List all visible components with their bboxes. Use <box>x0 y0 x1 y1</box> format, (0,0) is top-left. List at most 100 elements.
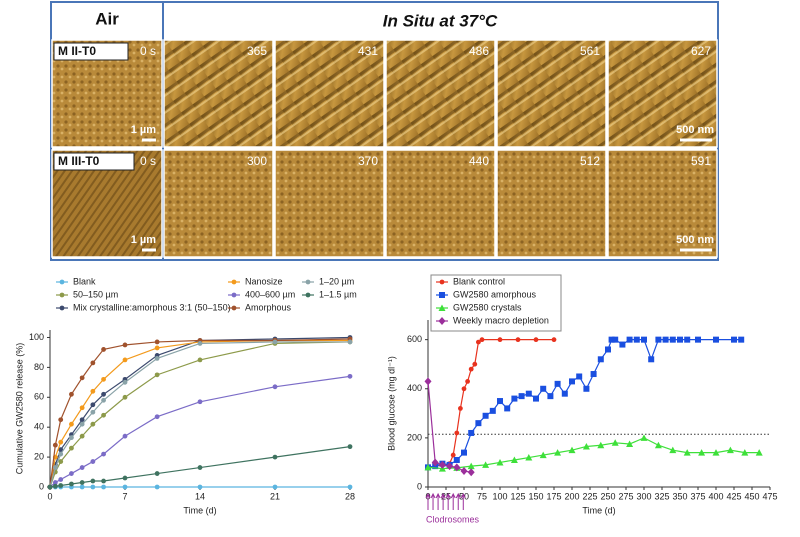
legend-label: 1–1.5 µm <box>319 289 357 299</box>
marker <box>510 456 518 463</box>
marker <box>154 471 160 476</box>
legend-label: 50–150 µm <box>73 289 118 299</box>
marker <box>154 345 160 351</box>
marker <box>525 390 532 397</box>
marker <box>482 461 490 468</box>
marker <box>47 484 53 490</box>
marker <box>272 484 278 490</box>
legend-label: Mix crystalline:amorphous 3:1 (50–150) <box>73 302 231 312</box>
marker <box>726 446 734 454</box>
marker <box>489 407 496 414</box>
marker <box>547 393 554 400</box>
marker <box>684 336 691 343</box>
marker <box>79 480 85 485</box>
marker <box>755 449 763 456</box>
y-tick-label: 80 <box>34 362 44 372</box>
marker <box>58 439 64 445</box>
marker <box>90 478 96 484</box>
marker <box>476 339 481 345</box>
scale-label: 1 µm <box>131 124 157 136</box>
marker <box>741 449 749 456</box>
marker <box>669 336 676 343</box>
marker <box>712 449 720 456</box>
x-tick-label: 325 <box>654 491 669 501</box>
marker <box>683 449 691 456</box>
legend-label: GW2580 crystals <box>453 302 522 312</box>
x-tick-label: 100 <box>492 491 507 501</box>
x-tick-label: 75 <box>477 491 487 501</box>
afm-image <box>163 149 274 258</box>
sample-label-box <box>53 42 129 61</box>
marker <box>641 336 647 343</box>
time-label: 300 <box>247 154 267 168</box>
marker <box>698 449 706 456</box>
legend-label: Nanosize <box>245 276 283 286</box>
marker <box>511 395 518 402</box>
marker <box>467 462 475 470</box>
marker <box>648 356 655 363</box>
afm-image <box>385 39 496 148</box>
marker <box>554 380 561 387</box>
marker <box>655 336 662 343</box>
afm-image <box>385 149 496 258</box>
time-label: 627 <box>691 44 711 58</box>
marker <box>52 442 58 448</box>
time-label: 365 <box>247 44 267 58</box>
time-label: 370 <box>358 154 378 168</box>
marker <box>467 468 475 477</box>
marker <box>122 342 128 348</box>
x-tick-label: 350 <box>672 491 687 501</box>
marker <box>554 449 562 456</box>
afm-image <box>607 39 718 148</box>
marker <box>597 356 604 363</box>
time-label: 591 <box>691 154 711 168</box>
marker <box>231 292 237 298</box>
marker <box>347 339 353 345</box>
legend-label: Weekly macro depletion <box>453 315 549 325</box>
legend-label: Blank <box>73 276 96 286</box>
marker <box>533 395 539 402</box>
marker <box>731 336 737 343</box>
scale-label: 500 nm <box>676 124 714 136</box>
x-tick-label: 475 <box>762 491 777 501</box>
marker <box>472 361 478 367</box>
marker <box>518 393 525 400</box>
marker <box>90 360 96 366</box>
marker <box>439 279 445 285</box>
afm-image <box>274 39 385 148</box>
series-line <box>49 375 351 488</box>
marker <box>79 433 85 439</box>
marker <box>515 337 521 343</box>
marker <box>69 435 74 441</box>
marker <box>90 409 96 415</box>
marker <box>58 451 64 457</box>
marker <box>453 463 461 472</box>
marker <box>461 386 467 392</box>
sample-label-box <box>53 152 135 171</box>
y-tick-label: 100 <box>29 332 44 342</box>
marker <box>58 459 64 464</box>
y-tick-label: 20 <box>34 451 44 461</box>
marker <box>475 420 482 427</box>
marker <box>154 372 160 378</box>
marker <box>438 460 446 469</box>
marker <box>197 341 203 346</box>
marker <box>626 336 633 343</box>
series-line <box>427 339 554 468</box>
x-tick-label: 175 <box>546 491 561 501</box>
marker <box>461 449 467 456</box>
marker <box>305 292 311 298</box>
x-tick-label: 150 <box>528 491 543 501</box>
marker <box>424 463 432 471</box>
marker <box>79 375 85 381</box>
y-tick-label: 600 <box>407 334 422 344</box>
series-line <box>427 381 472 473</box>
legend-label: 1–20 µm <box>319 276 354 286</box>
marker <box>460 467 468 476</box>
x-tick-label: 14 <box>195 491 205 501</box>
marker <box>69 481 74 487</box>
marker <box>713 336 719 343</box>
marker <box>497 398 503 405</box>
marker <box>90 459 96 464</box>
